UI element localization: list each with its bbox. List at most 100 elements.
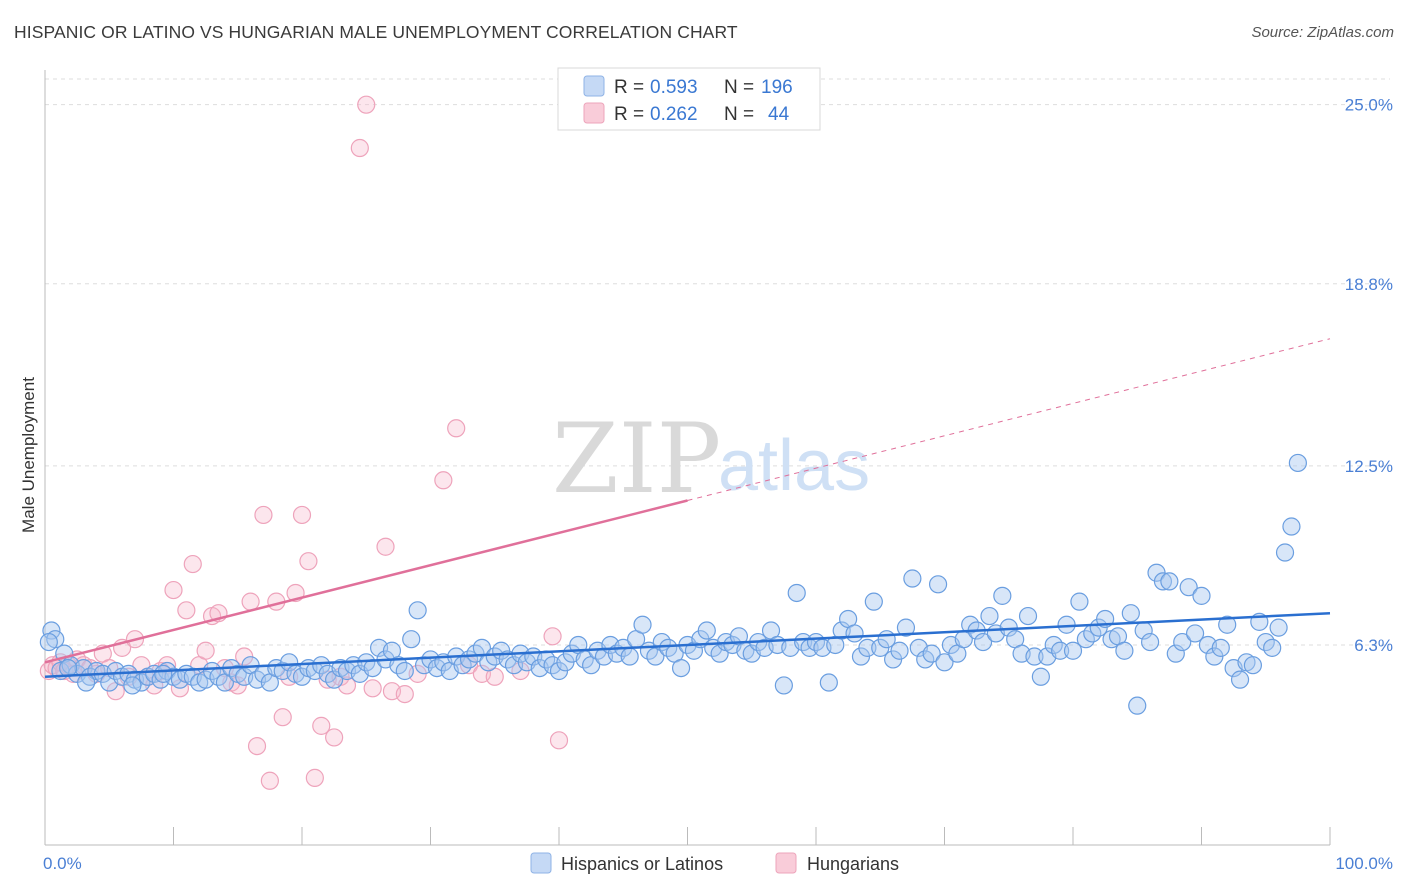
hispanics-point xyxy=(710,644,729,663)
hungarians-point xyxy=(241,592,260,611)
hungarians-point xyxy=(376,537,395,556)
hispanics-point xyxy=(1218,615,1237,634)
legend-r-label: R = xyxy=(614,77,644,98)
hispanics-point xyxy=(1025,647,1044,666)
hungarians-point xyxy=(434,471,453,490)
y-tick-label: 18.8% xyxy=(1345,275,1393,294)
hispanics-point xyxy=(1140,632,1160,652)
bottom-legend-swatch-blue xyxy=(530,852,552,874)
hungarians-point xyxy=(447,419,466,438)
hungarians-point xyxy=(299,552,318,571)
hispanics-point xyxy=(1115,641,1134,660)
y-tick-label: 25.0% xyxy=(1345,96,1393,115)
hungarians-point xyxy=(325,728,344,747)
hungarians-point xyxy=(395,684,414,704)
hispanics-point xyxy=(1243,656,1263,675)
legend-box: R = 0.593 N = 196 R = 0.262 N = 44 xyxy=(557,67,821,131)
hungarians-trend-line xyxy=(44,499,688,664)
hispanics-point xyxy=(1211,638,1230,657)
hungarians-point xyxy=(254,505,273,525)
hispanics-point xyxy=(922,644,941,663)
hispanics-point xyxy=(1288,453,1307,473)
hispanics-point xyxy=(1018,606,1038,626)
hispanics-point xyxy=(845,624,864,643)
hispanics-point xyxy=(697,621,716,640)
legend-r-label: R = xyxy=(614,104,644,125)
hispanics-point xyxy=(633,615,652,634)
hispanics-point xyxy=(1275,543,1295,562)
y-tick-label: 12.5% xyxy=(1345,457,1393,476)
hispanics-point xyxy=(774,676,793,695)
x-tick-label: 0.0% xyxy=(43,854,82,873)
hungarians-trend-extension xyxy=(687,338,1331,501)
hispanics-point xyxy=(1160,572,1179,591)
hispanics-point xyxy=(77,673,96,692)
hungarians-point xyxy=(363,679,382,698)
hispanics-point xyxy=(993,586,1012,605)
hispanics-point xyxy=(1282,517,1301,536)
hispanics-point xyxy=(1070,592,1089,611)
hispanics-point xyxy=(154,664,173,683)
hungarians-point xyxy=(292,505,312,525)
bottom-legend: Hispanics or Latinos Hungarians xyxy=(530,852,899,874)
hispanics-point xyxy=(819,673,838,692)
bottom-legend-swatch-pink xyxy=(775,852,797,874)
hispanics-point xyxy=(402,630,421,649)
hispanics-point xyxy=(59,658,78,678)
hungarians-point xyxy=(549,731,569,750)
legend-r-value: 0.262 xyxy=(650,104,698,125)
legend-r-value: 0.593 xyxy=(650,77,698,98)
hispanics-point xyxy=(1263,638,1282,657)
hispanics-point xyxy=(935,653,954,672)
hungarians-point xyxy=(273,708,292,727)
hispanics-trend-line xyxy=(44,611,1331,679)
y-axis-label: Male Unemployment xyxy=(19,377,38,533)
hispanics-point xyxy=(620,647,639,666)
hispanics-point xyxy=(123,676,142,695)
grid-lines xyxy=(45,78,1390,646)
x-tick-label: 100.0% xyxy=(1335,854,1393,873)
hungarians-point xyxy=(196,641,215,660)
hispanics-point xyxy=(1121,604,1140,623)
hispanics-point xyxy=(1269,618,1288,637)
hispanics-point xyxy=(280,653,299,672)
hungarians-point xyxy=(543,627,562,646)
hispanics-point xyxy=(395,661,414,681)
bottom-legend-label-pink: Hungarians xyxy=(807,854,899,874)
hungarians-point xyxy=(357,95,376,114)
hispanics-point xyxy=(671,658,691,678)
legend-n-value: 196 xyxy=(761,77,793,98)
hispanics-point xyxy=(1230,670,1250,689)
trend-lines xyxy=(44,338,1331,679)
hungarians-point xyxy=(260,771,279,790)
hispanics-point xyxy=(896,618,916,637)
hispanics-point xyxy=(928,575,948,594)
legend-swatch-pink xyxy=(583,102,605,124)
y-tick-label: 6.3% xyxy=(1354,636,1393,655)
hispanics-point xyxy=(1153,572,1173,591)
hungarians-point xyxy=(247,736,267,756)
y-tick-labels: 6.3% 12.5% 18.8% 25.0% xyxy=(1345,96,1393,655)
hispanics-point xyxy=(980,606,999,626)
hungarians-point xyxy=(177,601,196,620)
hispanics-point xyxy=(1185,624,1205,643)
hispanics-point xyxy=(39,632,58,652)
hispanics-point xyxy=(1051,641,1070,660)
hispanics-point xyxy=(42,621,61,640)
watermark-atlas: atlas xyxy=(718,426,870,506)
hungarians-point xyxy=(183,554,202,574)
hispanics-point xyxy=(1179,578,1198,597)
hispanics-point xyxy=(1173,632,1192,652)
source-credit: Source: ZipAtlas.com xyxy=(1251,24,1394,41)
hispanics-point xyxy=(1166,644,1185,663)
page-title: HISPANIC OR LATINO VS HUNGARIAN MALE UNE… xyxy=(14,22,738,42)
hungarians-point xyxy=(350,138,369,158)
hispanics-point xyxy=(903,569,922,588)
legend-n-value: 44 xyxy=(768,104,790,125)
legend-n-label: N = xyxy=(724,77,754,98)
watermark: ZIP atlas xyxy=(552,403,870,515)
x-tick-labels: 0.0% 100.0% xyxy=(43,854,1393,873)
hungarians-point xyxy=(164,580,183,600)
legend-n-label: N = xyxy=(724,104,754,125)
